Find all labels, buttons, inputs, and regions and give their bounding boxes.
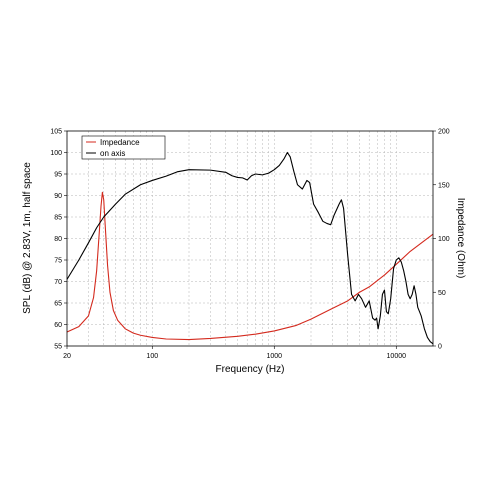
legend-box [81,135,166,160]
series-line-on-axis [66,151,434,345]
y2-tick-label: 100 [438,236,450,243]
y-tick-label: 90 [54,193,62,200]
y-tick-label: 80 [54,236,62,243]
y-tick-label: 70 [54,279,62,286]
plot-series [66,151,434,345]
y2-tick-label: 0 [438,344,442,351]
y-tick-label: 55 [54,344,62,351]
y-tick-label: 75 [54,258,62,265]
y-tick-label: 105 [50,129,62,136]
y2-tick-label: 50 [438,290,446,297]
x-tick-label: 10000 [387,353,407,360]
y2-axis-label: Impedance (Ohm) [455,198,466,279]
y-tick-label: 100 [50,150,62,157]
series-line-impedance [66,191,434,341]
x-tick-label: 20 [63,353,71,360]
y-tick-label: 60 [54,322,62,329]
y2-tick-label: 200 [438,129,450,136]
y-tick-label: 95 [54,172,62,179]
legend-label-on-axis: on axis [100,149,125,158]
x-axis-label: Frequency (Hz) [216,364,285,375]
x-tick-label: 100 [146,353,158,360]
grid-lines [67,131,433,346]
y-axis-label: SPL (dB) @ 2.83V, 1m, half space [22,162,33,314]
legend-label-impedance: Impedance [100,138,140,147]
legend: Impedance on axis [81,135,166,160]
x-tick-label: 1000 [266,353,282,360]
y-tick-label: 85 [54,215,62,222]
y2-tick-label: 150 [438,182,450,189]
plot-frame [66,130,434,347]
axis-ticks: 20 100 1000 10000 55 60 65 70 75 80 85 90 95 100 105 0 5… [50,129,449,361]
y-tick-label: 65 [54,301,62,308]
